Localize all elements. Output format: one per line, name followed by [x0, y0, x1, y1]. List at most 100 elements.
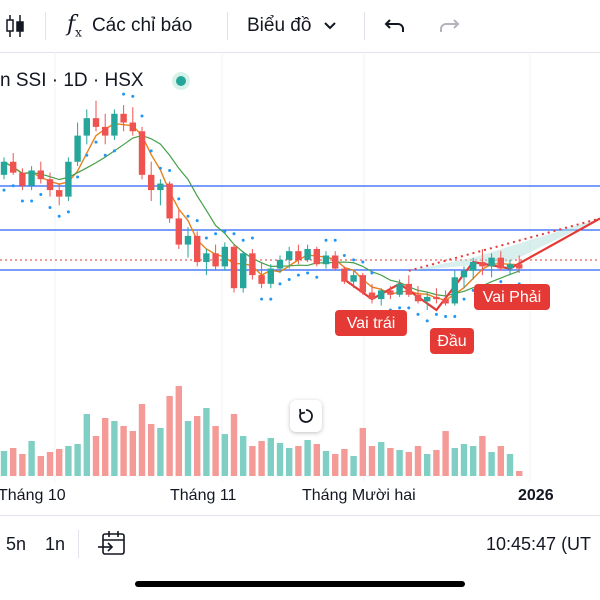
psar-dot	[94, 140, 98, 144]
market-status-icon	[171, 72, 190, 90]
volume-bar	[138, 404, 146, 476]
psar-dot	[462, 297, 466, 301]
candle-body	[451, 277, 458, 304]
volume-bar	[166, 396, 173, 476]
psar-dot	[214, 232, 218, 236]
candle-body	[249, 253, 256, 276]
x-tick-label: 2026	[518, 487, 554, 504]
volume-bar	[157, 428, 164, 476]
undo-icon[interactable]	[384, 0, 406, 52]
symbol-legend[interactable]: n SSI · 1D · HSX	[0, 70, 190, 92]
psar-dot	[471, 288, 475, 292]
volume-bar	[37, 456, 44, 476]
volume-bar	[378, 442, 385, 476]
bottom-divider	[78, 530, 79, 558]
candle-body	[28, 170, 35, 186]
psar-dot	[361, 260, 365, 264]
candle-body	[350, 275, 357, 282]
candle-body	[138, 131, 146, 175]
candle-body	[212, 253, 219, 267]
psar-dot	[434, 312, 438, 316]
indicators-button[interactable]: fx Các chỉ báo	[67, 0, 192, 52]
psar-dot	[140, 114, 144, 118]
volume-bar	[341, 449, 348, 476]
candle-body	[470, 262, 477, 271]
candle-body	[295, 251, 302, 260]
x-tick-label: Tháng 11	[170, 487, 237, 504]
psar-dot	[85, 153, 89, 157]
volume-bar	[322, 451, 330, 476]
psar-dot	[352, 258, 356, 262]
volume-bar	[10, 448, 17, 476]
psar-dot	[499, 280, 503, 284]
psar-dot	[57, 214, 61, 218]
candle-body	[332, 255, 339, 269]
volume-bar	[129, 431, 136, 476]
pattern-label-box	[474, 284, 550, 310]
psar-dot	[2, 188, 6, 192]
x-tick-label: Tháng Mười hai	[302, 487, 416, 504]
candle-body	[516, 264, 523, 269]
psar-dot	[149, 149, 153, 153]
volume-bar	[424, 454, 431, 476]
candle-body	[129, 122, 136, 132]
candle-body	[111, 113, 118, 136]
volume-bar	[240, 436, 247, 476]
volume-bar	[46, 452, 54, 476]
chevron-down-icon	[323, 15, 337, 37]
volume-bar	[175, 386, 182, 476]
range-5n-button[interactable]: 5n	[6, 534, 27, 554]
goto-date-icon[interactable]	[98, 530, 128, 563]
candle-body	[194, 235, 201, 263]
home-indicator	[135, 581, 465, 587]
psar-dot	[250, 236, 254, 240]
candles-icon[interactable]	[4, 0, 26, 52]
volume-bar	[414, 446, 422, 476]
volume-bar	[102, 418, 109, 476]
redo-icon[interactable]	[438, 0, 460, 52]
volume-bar	[258, 441, 265, 476]
volume-bar	[350, 456, 357, 476]
volume-bar	[0, 451, 8, 476]
volume-bar	[479, 436, 486, 476]
volume-bar	[313, 444, 320, 476]
volume-bar	[83, 414, 90, 476]
psar-dot	[122, 92, 126, 96]
candle-body	[221, 246, 228, 267]
candle-body	[74, 135, 81, 162]
volume-bar	[451, 448, 458, 476]
candle-body	[258, 275, 265, 284]
candle-body	[148, 174, 155, 191]
candle-body	[65, 161, 72, 197]
psar-dot	[223, 230, 227, 234]
bottom-bar: 5n 1n 10:45:47 (UT	[0, 515, 600, 572]
candle-body	[276, 259, 284, 269]
psar-dot	[168, 168, 172, 172]
chart-type-button[interactable]: Biểu đồ	[247, 0, 337, 52]
candle-body	[0, 161, 8, 175]
candle-body	[267, 268, 274, 284]
chart-area[interactable]: Vai trái Đầu Vai Phải	[0, 52, 600, 510]
volume-bar	[212, 426, 219, 476]
range-1n-button[interactable]: 1n	[45, 534, 66, 554]
toolbar-divider	[227, 12, 228, 40]
candle-body	[157, 183, 164, 191]
candle-body	[442, 299, 449, 304]
psar-dot	[342, 254, 346, 257]
volume-bar	[433, 450, 440, 476]
psar-dot	[103, 153, 107, 157]
pattern-label: Vai Phải	[483, 289, 541, 306]
volume-bar	[332, 454, 339, 476]
candle-body	[203, 253, 210, 263]
symbol-label: n SSI · 1D · HSX	[0, 70, 144, 91]
psar-dot	[177, 197, 181, 201]
reset-icon[interactable]	[290, 400, 322, 432]
psar-dot	[186, 214, 190, 218]
neckline	[408, 217, 600, 272]
candle-body	[240, 253, 247, 289]
candle-body	[46, 179, 54, 191]
candle-body	[479, 262, 486, 267]
price-chart[interactable]: Vai trái Đầu Vai Phải	[0, 52, 600, 510]
volume-bar	[276, 443, 284, 476]
candle-body	[19, 172, 26, 186]
